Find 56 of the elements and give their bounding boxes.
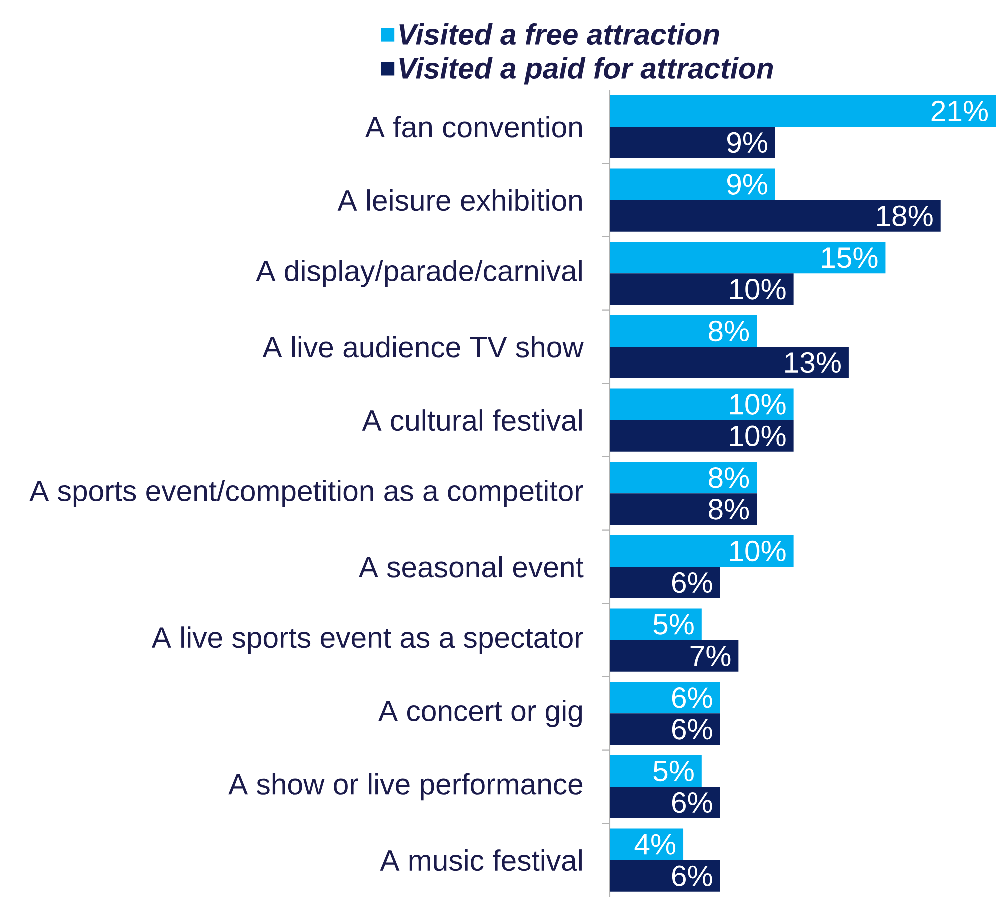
y-tick-label: A concert or gig (378, 700, 582, 728)
bar (610, 315, 758, 348)
bar (610, 95, 996, 128)
data-label: 9% (727, 132, 768, 154)
data-label: 21% (932, 100, 988, 122)
y-tick-label: A live sports event as a spectator (152, 626, 584, 654)
data-label: 15% (822, 248, 878, 268)
bar (610, 200, 941, 232)
legend-label: Visited a paid for attraction (400, 57, 774, 85)
data-label: 8% (708, 499, 750, 520)
bar (610, 274, 794, 306)
bar (610, 787, 720, 819)
data-label: 9% (727, 174, 768, 195)
bar (610, 608, 702, 640)
y-tick-label: A display/parade/carnival (256, 260, 582, 288)
bar (610, 127, 776, 159)
bar (610, 682, 720, 714)
bar (610, 420, 794, 452)
data-label: 5% (654, 614, 694, 635)
bar (610, 860, 720, 892)
data-label: 6% (672, 792, 712, 814)
y-tick-label: A fan convention (365, 116, 582, 138)
data-label: 8% (708, 320, 750, 342)
bar (610, 567, 720, 599)
data-label: 6% (672, 866, 712, 886)
y-tick-label: A live audience TV show (262, 336, 584, 358)
bar (610, 535, 794, 568)
y-tick-label: A cultural festival (362, 410, 582, 432)
data-label: 10% (730, 279, 786, 300)
y-tick-label: A seasonal event (358, 556, 584, 578)
data-label: 8% (708, 468, 750, 488)
data-label: 6% (672, 572, 712, 594)
data-label: 18% (877, 206, 933, 226)
bar (610, 755, 702, 788)
data-label: 10% (730, 540, 786, 562)
bar (610, 168, 776, 200)
bar (610, 494, 758, 526)
data-label: 6% (672, 688, 712, 708)
y-tick-label: A sports event/competition as a competitor (30, 480, 584, 508)
data-label: 10% (730, 426, 786, 446)
bar (610, 242, 886, 274)
y-tick-label: A show or live performance (228, 773, 583, 801)
data-label: 7% (690, 646, 731, 666)
data-label: 4% (634, 834, 676, 855)
data-label: 13% (786, 352, 841, 374)
bar (610, 388, 794, 420)
data-label: 6% (672, 719, 712, 740)
bar (610, 347, 849, 379)
legend-label: Visited a free attraction (400, 24, 720, 46)
y-tick-label: A leisure exhibition (338, 190, 582, 212)
bar (610, 462, 758, 494)
data-label: 10% (730, 394, 786, 415)
bar (610, 714, 720, 746)
bar (610, 640, 739, 672)
y-tick-label: A music festival (380, 850, 582, 872)
data-label: 5% (654, 760, 694, 782)
